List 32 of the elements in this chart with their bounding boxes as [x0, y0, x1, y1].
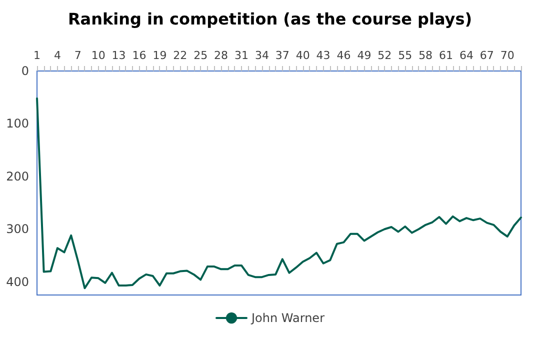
x-tick-label: 13	[112, 49, 126, 62]
x-tick-label: 22	[173, 49, 188, 62]
x-tick-label: 67	[480, 49, 494, 62]
x-tick-label: 34	[254, 49, 269, 62]
x-tick-label: 7	[74, 49, 82, 62]
x-tick-label: 49	[357, 49, 372, 62]
x-tick-label: 25	[194, 49, 208, 62]
y-tick-label: 300	[6, 222, 29, 236]
x-tick-label: 16	[132, 49, 146, 62]
x-tick-label: 46	[336, 49, 351, 62]
x-tick-label: 1	[34, 49, 40, 62]
y-tick-label: 100	[6, 116, 29, 131]
y-tick-label: 0	[21, 64, 29, 78]
x-tick-label: 52	[378, 49, 392, 62]
x-tick-label: 64	[459, 49, 474, 62]
x-tick-label: 31	[234, 49, 249, 62]
chart-title: Ranking in competition (as the course plays)	[68, 10, 472, 28]
x-tick-label: 37	[275, 49, 290, 62]
x-tick-label: 43	[316, 49, 330, 62]
x-tick-label: 4	[54, 49, 61, 62]
legend-label: John Warner	[250, 311, 325, 325]
x-tick-label: 40	[296, 49, 310, 62]
line-series	[36, 97, 522, 290]
x-tick-label: 70	[500, 49, 514, 62]
x-tick-label: 28	[214, 49, 228, 62]
x-tick-label: 55	[398, 49, 412, 62]
x-tick-label: 58	[418, 49, 433, 62]
x-tick-label: 10	[91, 49, 106, 62]
x-tick-label: 19	[152, 49, 167, 62]
y-tick-label: 400	[6, 274, 29, 289]
x-tick-label: 61	[439, 49, 454, 62]
y-tick-label: 200	[6, 169, 29, 184]
